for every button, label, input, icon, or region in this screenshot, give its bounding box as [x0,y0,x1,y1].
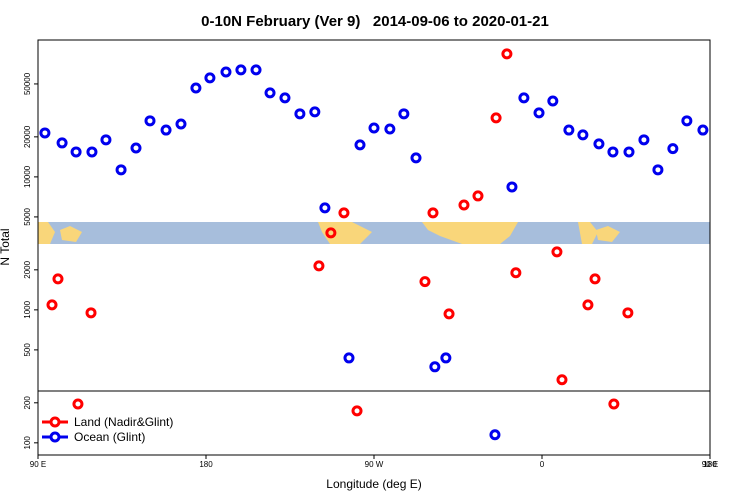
point [547,95,559,107]
point [384,123,396,135]
point [652,164,664,176]
point [46,299,58,311]
point [593,138,605,150]
point [351,405,363,417]
point [577,129,589,141]
point [100,134,112,146]
point [419,276,431,288]
point [589,273,601,285]
point [681,115,693,127]
point [204,72,216,84]
point [160,124,172,136]
point [309,106,321,118]
point [39,127,51,139]
point [608,398,620,410]
point [294,108,306,120]
point [368,122,380,134]
point [313,260,325,272]
point [490,112,502,124]
point [427,207,439,219]
point [518,92,530,104]
point [697,124,709,136]
point [85,307,97,319]
point [264,87,276,99]
point [429,361,441,373]
y-tick-label: 1000 [23,300,32,318]
point [551,246,563,258]
x-tick-label: 180 [703,460,717,469]
point [623,146,635,158]
point [70,146,82,158]
legend-marker [49,416,61,428]
y-tick-label: 5000 [23,207,32,225]
y-axis-label: N Total [0,228,12,265]
point [410,152,422,164]
point [52,273,64,285]
point [510,267,522,279]
point [489,429,501,441]
point [354,139,366,151]
point [144,115,156,127]
point [506,181,518,193]
point [472,190,484,202]
point [56,137,68,149]
point [190,82,202,94]
y-tick-label: 10000 [23,165,32,188]
y-tick-label: 50000 [23,72,32,95]
point [607,146,619,158]
plot-frame [37,39,711,456]
x-tick-label: 0 [540,460,545,469]
legend-label: Ocean (Glint) [74,430,145,444]
point [86,146,98,158]
x-axis-label: Longitude (deg E) [326,477,421,491]
point [458,199,470,211]
x-tick-label: 90 W [365,460,384,469]
point [582,299,594,311]
point [130,142,142,154]
x-tick-label: 90 E [30,460,46,469]
y-tick-label: 500 [23,343,32,357]
chart-title: 0-10N February (Ver 9) 2014-09-06 to 202… [201,13,549,30]
point [622,307,634,319]
y-tick-label: 200 [23,396,32,410]
point [220,66,232,78]
point [115,164,127,176]
point [175,118,187,130]
point [443,308,455,320]
y-tick-label: 20000 [23,125,32,148]
point [279,92,291,104]
point [235,64,247,76]
point [440,352,452,364]
point [638,134,650,146]
point [338,207,350,219]
y-tick-label: 2000 [23,260,32,278]
point [250,64,262,76]
point [325,227,337,239]
x-tick-label: 90 E [702,460,718,469]
point [343,352,355,364]
point [533,107,545,119]
x-tick-label: 180 [199,460,213,469]
point [501,48,513,60]
point [72,398,84,410]
point [556,374,568,386]
point [563,124,575,136]
map-strip [38,222,710,244]
point [398,108,410,120]
point [667,143,679,155]
legend-label: Land (Nadir&Glint) [74,415,173,429]
point [319,202,331,214]
y-tick-label: 100 [23,436,32,450]
legend-marker [49,431,61,443]
